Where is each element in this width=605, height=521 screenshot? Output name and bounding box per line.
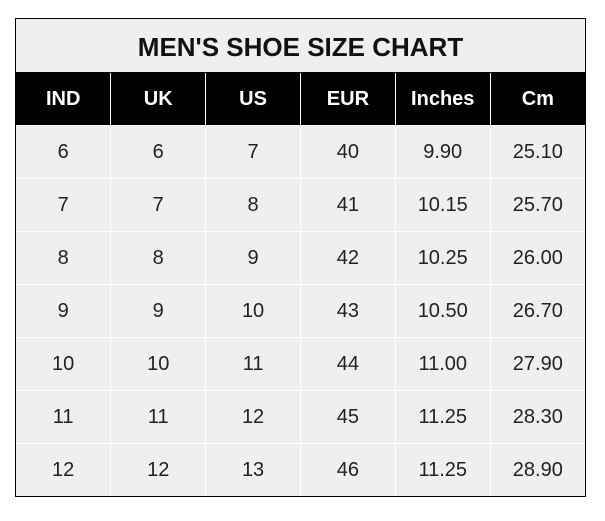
cell-ind: 10 bbox=[16, 337, 111, 391]
cell-cm: 28.30 bbox=[489, 390, 585, 444]
cell-inches: 10.50 bbox=[394, 284, 491, 338]
table-row: 8 8 9 42 10.25 26.00 bbox=[16, 231, 585, 285]
size-table: IND UK US EUR Inches Cm 6 6 7 40 9.90 25.10 7 7 8 41 10… bbox=[16, 73, 585, 496]
cell-eur: 43 bbox=[299, 284, 396, 338]
size-chart: MEN'S SHOE SIZE CHART IND UK US EUR Inches Cm… bbox=[15, 18, 586, 497]
cell-eur: 42 bbox=[299, 231, 396, 285]
cell-cm: 26.70 bbox=[489, 284, 585, 338]
table-row: 11 11 12 45 11.25 28.30 bbox=[16, 390, 585, 444]
column-header-inches: Inches bbox=[394, 73, 491, 126]
cell-ind: 12 bbox=[16, 443, 111, 496]
cell-us: 12 bbox=[205, 390, 301, 444]
cell-us: 9 bbox=[205, 231, 301, 285]
cell-us: 13 bbox=[205, 443, 301, 496]
cell-us: 10 bbox=[205, 284, 301, 338]
cell-uk: 7 bbox=[110, 178, 206, 232]
table-row: 12 12 13 46 11.25 28.90 bbox=[16, 443, 585, 496]
cell-eur: 41 bbox=[299, 178, 396, 232]
cell-ind: 9 bbox=[16, 284, 111, 338]
cell-inches: 11.25 bbox=[394, 443, 491, 496]
cell-eur: 40 bbox=[299, 125, 396, 179]
cell-uk: 8 bbox=[110, 231, 206, 285]
cell-cm: 25.70 bbox=[489, 178, 585, 232]
cell-ind: 7 bbox=[16, 178, 111, 232]
cell-inches: 11.25 bbox=[394, 390, 491, 444]
column-header-ind: IND bbox=[16, 73, 111, 126]
cell-inches: 10.15 bbox=[394, 178, 491, 232]
table-row: 9 9 10 43 10.50 26.70 bbox=[16, 284, 585, 338]
cell-ind: 8 bbox=[16, 231, 111, 285]
cell-cm: 28.90 bbox=[489, 443, 585, 496]
cell-uk: 6 bbox=[110, 125, 206, 179]
cell-inches: 9.90 bbox=[394, 125, 491, 179]
table-row: 10 10 11 44 11.00 27.90 bbox=[16, 337, 585, 391]
cell-eur: 45 bbox=[299, 390, 396, 444]
cell-eur: 46 bbox=[299, 443, 396, 496]
table-row: 7 7 8 41 10.15 25.70 bbox=[16, 178, 585, 232]
cell-eur: 44 bbox=[299, 337, 396, 391]
cell-uk: 11 bbox=[110, 390, 206, 444]
cell-cm: 25.10 bbox=[489, 125, 585, 179]
cell-uk: 10 bbox=[110, 337, 206, 391]
cell-uk: 9 bbox=[110, 284, 206, 338]
cell-us: 11 bbox=[205, 337, 301, 391]
cell-us: 8 bbox=[205, 178, 301, 232]
cell-cm: 27.90 bbox=[489, 337, 585, 391]
cell-uk: 12 bbox=[110, 443, 206, 496]
column-header-us: US bbox=[205, 73, 301, 126]
column-header-cm: Cm bbox=[489, 73, 585, 126]
cell-ind: 11 bbox=[16, 390, 111, 444]
cell-inches: 11.00 bbox=[394, 337, 491, 391]
table-row: 6 6 7 40 9.90 25.10 bbox=[16, 125, 585, 179]
column-header-eur: EUR bbox=[299, 73, 396, 126]
cell-us: 7 bbox=[205, 125, 301, 179]
chart-title: MEN'S SHOE SIZE CHART bbox=[16, 19, 585, 73]
column-header-uk: UK bbox=[110, 73, 206, 126]
cell-inches: 10.25 bbox=[394, 231, 491, 285]
cell-cm: 26.00 bbox=[489, 231, 585, 285]
header-row: IND UK US EUR Inches Cm bbox=[16, 73, 585, 126]
cell-ind: 6 bbox=[16, 125, 111, 179]
